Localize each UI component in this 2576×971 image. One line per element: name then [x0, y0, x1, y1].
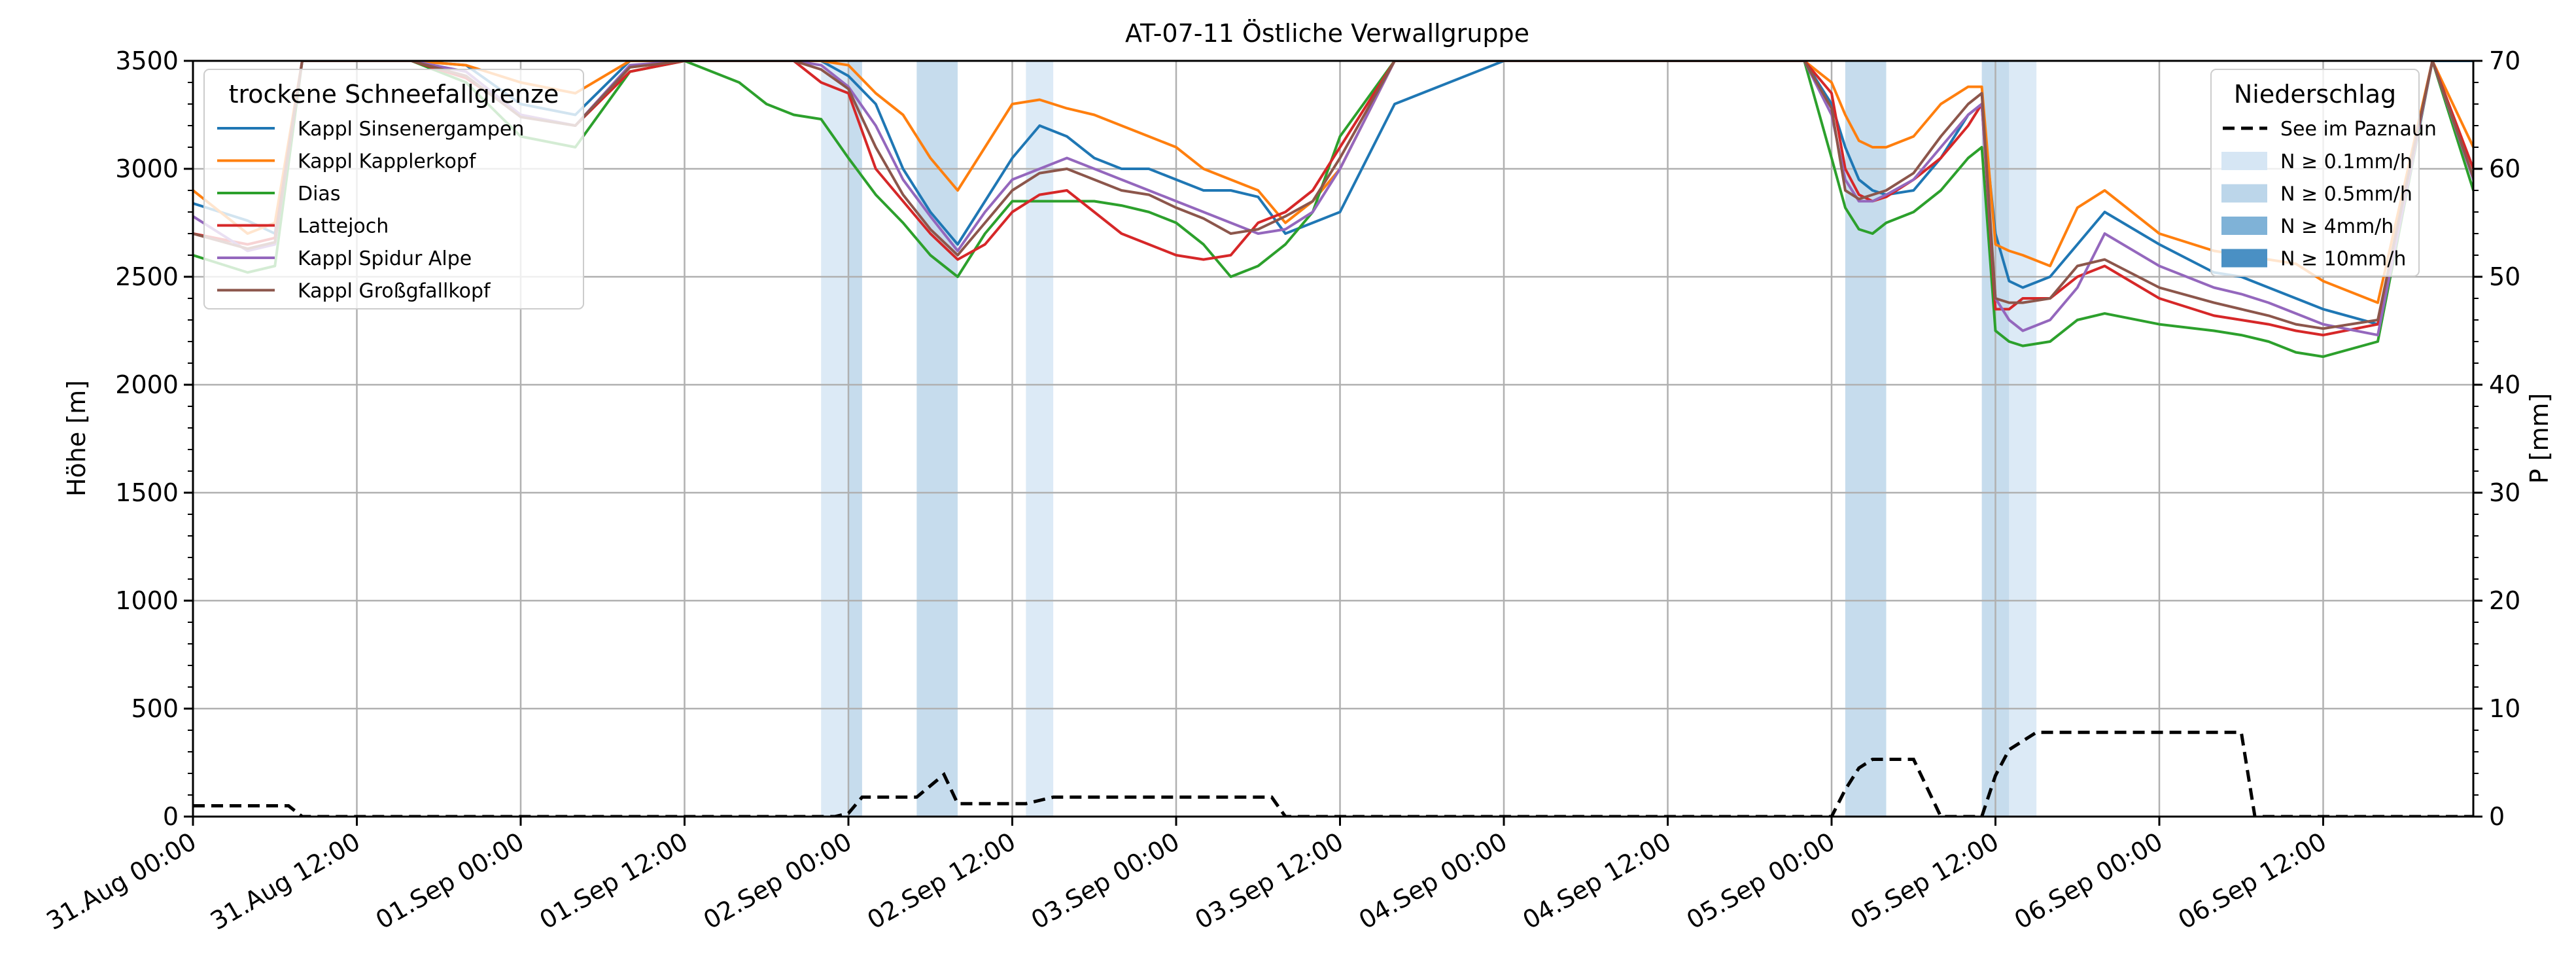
legend-title: trockene Schneefallgrenze — [229, 80, 559, 109]
y-tick-label-left: 3000 — [115, 154, 179, 183]
legend-label: Dias — [298, 183, 340, 205]
x-tick-label: 03.Sep 12:00 — [1190, 827, 1348, 935]
legend-label: Lattejoch — [298, 215, 389, 238]
y-tick-label-left: 2000 — [115, 370, 179, 399]
legend-label: N ≥ 4mm/h — [2280, 215, 2393, 238]
y-tick-label-right: 40 — [2489, 370, 2520, 399]
legend-swatch — [2221, 152, 2267, 170]
precip-band — [1026, 61, 1054, 817]
y-tick-label-right: 10 — [2489, 694, 2520, 723]
precip-band — [2009, 61, 2037, 817]
y-tick-label-right: 30 — [2489, 478, 2520, 507]
series-line — [193, 61, 2473, 330]
legend-label: N ≥ 10mm/h — [2280, 248, 2406, 271]
x-tick-label: 05.Sep 12:00 — [1845, 827, 2004, 935]
y-tick-label-right: 60 — [2489, 154, 2520, 183]
x-tick-label: 06.Sep 00:00 — [2010, 827, 2168, 935]
legend-label: Kappl Großgfallkopf — [298, 280, 491, 303]
series-layer — [193, 61, 2473, 817]
legend-swatch — [2221, 217, 2267, 235]
legend-precipitation: Niederschlag See im Paznaun N ≥ 0.1mm/h N ≥… — [2210, 69, 2437, 277]
legend-label: N ≥ 0.5mm/h — [2280, 183, 2412, 206]
y-tick-label-right: 50 — [2489, 262, 2520, 291]
precip-band — [916, 61, 958, 817]
legend-box — [203, 69, 584, 309]
x-tick-label: 31.Aug 00:00 — [42, 827, 201, 936]
precip-line — [193, 730, 2473, 817]
y-tick-label-left: 3500 — [115, 46, 179, 75]
legend-label: See im Paznaun — [2280, 118, 2437, 141]
x-tick-label: 06.Sep 12:00 — [2173, 827, 2331, 935]
y-tick-label-left: 1500 — [115, 478, 179, 507]
precip-band — [821, 61, 848, 817]
y-axis-label-right: P [mm] — [2525, 393, 2554, 484]
y-tick-label-left: 2500 — [115, 262, 179, 291]
legend-title: Niederschlag — [2234, 80, 2396, 109]
y-tick-label-right: 0 — [2489, 802, 2505, 831]
x-tick-label: 01.Sep 00:00 — [371, 827, 529, 935]
y-tick-label-left: 1000 — [115, 586, 179, 615]
legend-label: Kappl Sinsenergampen — [298, 118, 524, 141]
y-tick-label-left: 0 — [163, 802, 179, 831]
legend-swatch — [2221, 249, 2267, 268]
y-axis-label-left: Höhe [m] — [62, 380, 91, 497]
legend-label: N ≥ 0.1mm/h — [2280, 150, 2412, 173]
precip-band — [848, 61, 862, 817]
y-tick-label-left: 500 — [131, 694, 179, 723]
legend-label: Kappl Spidur Alpe — [298, 247, 472, 270]
x-tick-label: 02.Sep 12:00 — [862, 827, 1020, 935]
x-tick-label: 02.Sep 00:00 — [699, 827, 857, 935]
x-tick-label: 04.Sep 12:00 — [1518, 827, 1676, 935]
series-line — [193, 61, 2473, 304]
y-tick-label-right: 70 — [2489, 46, 2520, 75]
legend-swatch — [2221, 184, 2267, 203]
x-tick-label: 01.Sep 12:00 — [534, 827, 693, 935]
precip-band — [1845, 61, 1887, 817]
legend-snowline: trockene Schneefallgrenze Kappl Sinsenerg… — [203, 69, 584, 309]
series-line — [193, 61, 2473, 337]
legend-label: Kappl Kapplerkopf — [298, 150, 477, 173]
x-tick-label: 03.Sep 00:00 — [1026, 827, 1185, 935]
x-tick-label: 31.Aug 12:00 — [205, 827, 365, 936]
series-line — [193, 61, 2473, 326]
y-tick-label-right: 20 — [2489, 586, 2520, 615]
x-tick-label: 04.Sep 00:00 — [1354, 827, 1512, 935]
x-tick-label: 05.Sep 00:00 — [1682, 827, 1840, 935]
plot-frame — [192, 60, 2475, 818]
chart-title: AT-07-11 Östliche Verwallgruppe — [1125, 19, 1529, 48]
